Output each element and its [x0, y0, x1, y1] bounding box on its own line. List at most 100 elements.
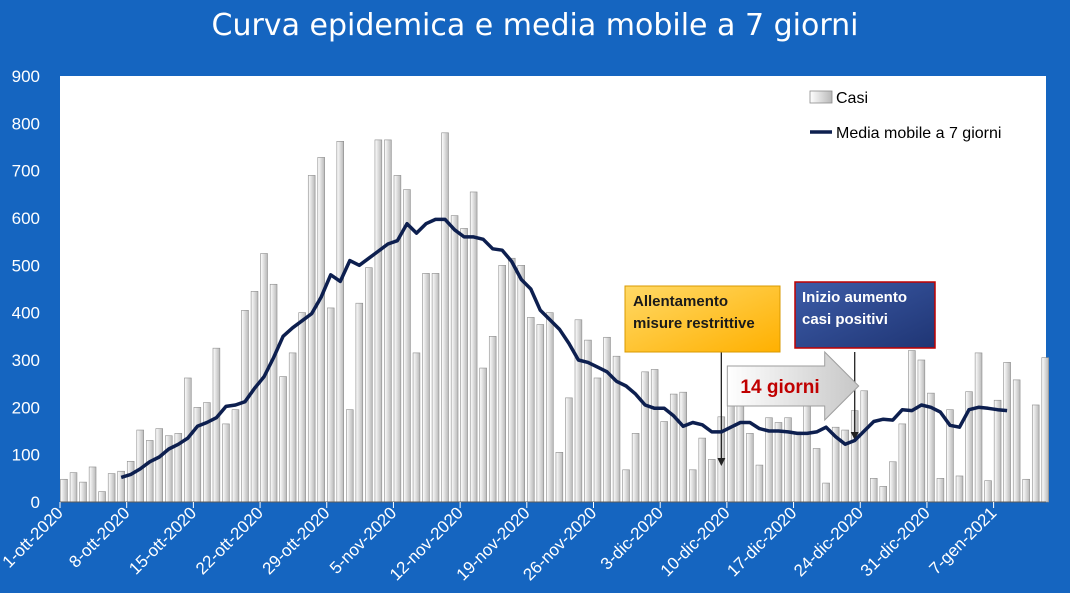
bar-casi	[508, 257, 516, 503]
bar-casi	[822, 482, 830, 503]
bar-casi	[279, 376, 287, 503]
x-tick-label: 3-dic-2020	[597, 503, 667, 573]
bar-casi	[698, 437, 707, 503]
bar-casi	[222, 423, 230, 503]
x-tick-label: 10-dic-2020	[657, 503, 734, 580]
bars-layer	[60, 132, 1049, 503]
bar-casi	[793, 431, 802, 503]
bar-casi	[955, 475, 964, 503]
bar-casi	[660, 421, 668, 503]
bar-casi	[498, 265, 506, 503]
x-tick-label: 8-ott-2020	[65, 503, 133, 571]
y-tick-label: 100	[12, 446, 40, 465]
bar-casi	[317, 157, 325, 503]
annotation-arrowhead	[717, 458, 726, 466]
bar-casi	[231, 409, 240, 503]
bar-casi	[546, 312, 554, 503]
bar-casi	[593, 377, 602, 503]
bar-casi	[555, 451, 564, 503]
y-axis: 0 100 200 300 400 500 600 700 800 900	[12, 67, 40, 512]
bar-casi	[393, 175, 402, 503]
x-tick-label: 31-dic-2020	[857, 503, 934, 580]
bar-casi	[460, 228, 468, 503]
bar-casi	[603, 336, 611, 503]
bar-casi	[193, 407, 202, 503]
line-layer	[120, 217, 1008, 480]
bar-casi	[746, 433, 754, 503]
bar-casi	[517, 265, 526, 503]
bar-casi	[403, 189, 411, 503]
bar-casi	[155, 428, 163, 503]
bar-casi	[365, 267, 373, 503]
bar-casi	[79, 481, 87, 503]
bar-casi	[288, 352, 297, 503]
y-tick-label: 600	[12, 209, 40, 228]
y-tick-label: 800	[12, 114, 40, 133]
bar-casi	[908, 350, 916, 503]
legend-label-casi: Casi	[836, 90, 868, 107]
bar-casi	[241, 309, 249, 503]
bar-casi	[708, 459, 716, 503]
annotation-text-14-giorni: 14 giorni	[740, 377, 819, 398]
bar-casi	[898, 423, 907, 503]
legend-swatch-casi	[809, 90, 833, 104]
bar-casi	[450, 215, 459, 503]
bar-casi	[1012, 379, 1021, 503]
bar-casi	[374, 139, 383, 503]
bar-casi	[565, 397, 573, 503]
x-tick-label: 24-dic-2020	[790, 503, 867, 580]
bar-casi	[126, 460, 135, 503]
bar-casi	[993, 399, 1002, 503]
bar-casi	[650, 369, 659, 503]
bar-casi	[431, 273, 440, 503]
bar-casi	[1041, 357, 1049, 503]
bar-casi	[346, 409, 354, 503]
x-tick-label: 7-gen-2021	[926, 503, 1001, 578]
bar-casi	[774, 422, 783, 503]
bar-casi	[327, 307, 335, 503]
bar-casi	[212, 347, 221, 503]
bar-casi	[69, 472, 78, 503]
bar-casi	[422, 273, 430, 503]
bar-casi	[60, 478, 68, 503]
bar-casi	[250, 291, 259, 503]
bar-casi	[889, 461, 897, 503]
bar-casi	[146, 440, 154, 503]
line-media-mobile	[120, 217, 1008, 480]
bar-casi	[488, 336, 497, 503]
bar-casi	[336, 141, 345, 503]
annotation-arrowhead	[850, 432, 859, 440]
bar-casi	[1031, 404, 1040, 503]
bar-casi	[1022, 478, 1030, 503]
bar-casi	[641, 371, 649, 503]
annotations-layer: Allentamento misure restrittive Inizio aum…	[624, 281, 936, 466]
bar-casi	[574, 319, 583, 503]
annotation-arrow-14-giorni	[726, 350, 860, 422]
bar-casi	[917, 359, 926, 503]
bar-casi	[203, 402, 211, 503]
bar-casi	[412, 352, 421, 503]
bar-casi	[755, 464, 764, 503]
y-tick-label: 0	[31, 493, 40, 512]
bar-casi	[165, 435, 173, 503]
x-tick-label: 22-ott-2020	[192, 503, 267, 578]
annotation-text-allentamento: misure restrittive	[633, 315, 755, 332]
y-tick-label: 700	[12, 162, 40, 181]
y-tick-label: 300	[12, 351, 40, 370]
bar-casi	[298, 312, 306, 503]
bar-casi	[107, 473, 116, 503]
bar-casi	[984, 480, 992, 503]
bar-casi	[536, 324, 545, 503]
annotation-box-allentamento	[624, 285, 781, 353]
bar-casi	[879, 486, 888, 503]
x-tick-label: 17-dic-2020	[723, 503, 800, 580]
bar-casi	[98, 491, 106, 503]
bar-casi	[88, 466, 97, 503]
bar-casi	[355, 302, 364, 503]
bar-casi	[689, 469, 697, 503]
annotation-text-allentamento: Allentamento	[633, 293, 728, 310]
bar-casi	[727, 402, 735, 503]
y-tick-label: 500	[12, 256, 40, 275]
bar-casi	[860, 390, 868, 503]
x-tick-label: 1-ott-2020	[0, 503, 67, 571]
